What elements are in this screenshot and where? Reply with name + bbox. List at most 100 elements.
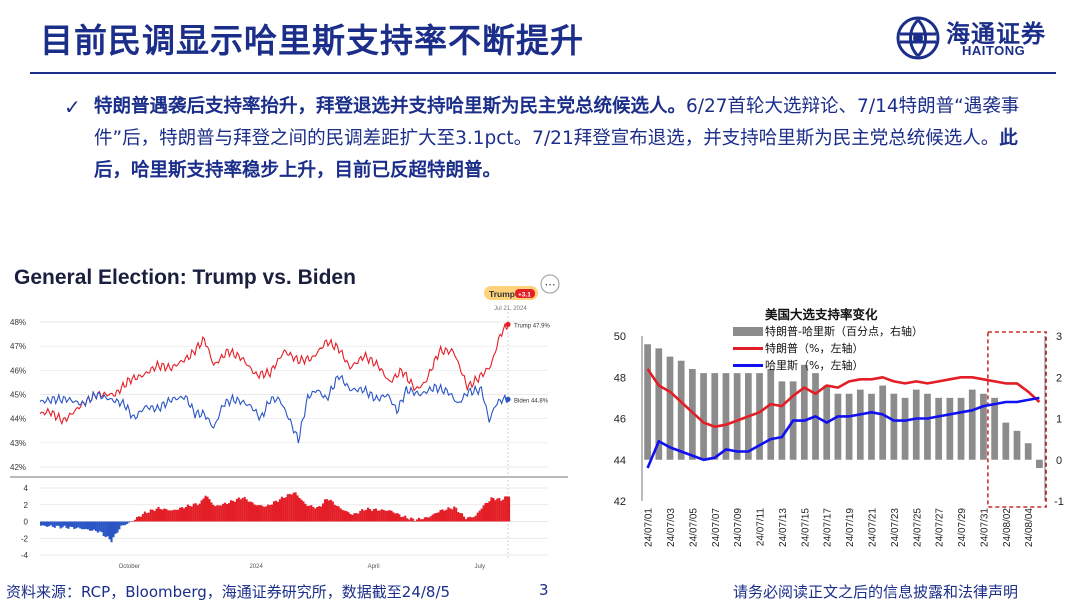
spread-bar <box>271 504 274 522</box>
legend-label: 特朗普（%，左轴） <box>765 341 863 355</box>
spread-bar <box>67 521 70 529</box>
spread-bar <box>77 521 80 528</box>
spread-bar <box>480 508 483 522</box>
spread-bar <box>204 495 207 522</box>
spread-y-tick-label: -2 <box>21 534 29 543</box>
legend-label: 特朗普-哈里斯（百分点，右轴） <box>765 324 923 338</box>
spread-bar <box>253 504 256 522</box>
spread-bar <box>98 521 101 532</box>
right-y-tick-label: 0 <box>1056 455 1062 467</box>
spread-bar <box>157 506 160 522</box>
spread-y-tick-label: -4 <box>21 551 29 560</box>
y-tick-label: 46% <box>10 366 26 375</box>
spread-bar <box>500 500 503 522</box>
spread-bar <box>139 516 142 522</box>
spread-bar <box>106 521 109 537</box>
x-tick-label: 24/07/05 <box>688 508 699 547</box>
biden-end-marker <box>505 396 511 402</box>
spread-bar <box>96 521 99 533</box>
more-options-icon: ⋯ <box>545 278 556 291</box>
checkmark-icon: ✓ <box>64 95 81 119</box>
spread-bar <box>128 521 131 523</box>
x-tick-label: 24/07/23 <box>890 508 901 547</box>
x-tick-label: 24/07/03 <box>666 508 677 547</box>
spread-bar <box>482 505 485 522</box>
spread-bar <box>504 496 507 522</box>
spread-bar <box>449 508 452 522</box>
tooltip-date: Jul 21, 2024 <box>494 306 527 312</box>
highlight-box <box>987 331 1047 508</box>
spread-bar <box>294 492 297 522</box>
spread-bar <box>194 503 197 522</box>
tooltip-name: Trump <box>489 289 515 299</box>
right-chart-axes: 50 48 46 44 42 3 2 1 0 -1 24/07/01 24/07/03 24/07/05… <box>614 331 1064 547</box>
spread-bar <box>118 521 121 530</box>
spread-bar <box>722 373 730 460</box>
spread-bar <box>198 503 201 522</box>
spread-bar <box>261 505 264 522</box>
spread-bar <box>237 497 240 522</box>
spread-y-tick-label: 4 <box>24 484 29 493</box>
spread-bar <box>345 511 348 522</box>
spread-bar <box>196 505 199 522</box>
spread-bar <box>396 513 399 522</box>
x-tick-label: 24/07/13 <box>778 508 789 547</box>
spread-bar <box>468 516 471 522</box>
spread-bar <box>476 512 479 522</box>
spread-bar <box>343 510 346 522</box>
spread-bar <box>51 521 54 527</box>
left-chart-title: General Election: Trump vs. Biden <box>14 266 356 289</box>
spread-bar <box>378 510 381 522</box>
spread-bar <box>890 393 898 460</box>
right-y-tick-label: 1 <box>1056 414 1062 426</box>
spread-bar <box>868 393 875 460</box>
spread-bar <box>267 504 270 522</box>
spread-bar <box>461 513 464 522</box>
spread-bar <box>308 505 311 522</box>
spread-bar <box>392 512 395 522</box>
spread-y-tick-label: 2 <box>24 501 29 510</box>
series-line-1 <box>646 368 1041 428</box>
bullet-conclusion: 此后，哈里斯支持率稳步上升，目前已反超特朗普。 <box>94 128 1018 181</box>
spread-bar <box>310 505 313 522</box>
spread-bar <box>251 502 254 522</box>
spread-bar <box>856 389 864 460</box>
spread-bar <box>61 521 64 528</box>
y-tick-label: 45% <box>10 391 26 400</box>
more-options-button[interactable]: ⋯ <box>540 274 560 294</box>
spread-bar <box>1002 422 1010 460</box>
x-tick-label: 24/07/25 <box>912 508 923 547</box>
spread-bar <box>220 505 223 522</box>
y-tick-label: 48% <box>10 318 26 327</box>
spread-bar <box>43 521 47 526</box>
spread-bar <box>247 501 250 522</box>
spread-bar <box>265 506 268 522</box>
spread-bar <box>278 499 281 522</box>
biden-line <box>39 374 509 444</box>
spread-bar <box>200 500 203 522</box>
spread-bar <box>474 515 477 522</box>
right-chart-legend: 特朗普-哈里斯（百分点，右轴） 特朗普（%，左轴） 哈里斯（%，左轴） <box>733 324 923 372</box>
spread-bar <box>175 509 178 522</box>
spread-bar <box>296 495 299 522</box>
spread-bar <box>486 502 489 522</box>
spread-bar <box>45 521 48 527</box>
spread-bar <box>443 510 446 522</box>
spread-bar <box>367 507 370 522</box>
spread-bar <box>464 519 468 522</box>
spread-bar <box>124 521 127 526</box>
spread-bar <box>408 519 411 522</box>
spread-bar <box>431 514 434 522</box>
spread-bar <box>79 521 82 529</box>
right-y-tick-label: -1 <box>1054 496 1064 508</box>
spread-bar <box>59 521 62 529</box>
spread-bar <box>453 506 456 522</box>
spread-bar <box>488 501 491 522</box>
page-number: 3 <box>539 581 549 599</box>
spread-bar <box>226 503 229 522</box>
spread-bar <box>276 501 280 522</box>
y-tick-label: 47% <box>10 342 26 351</box>
spread-bar <box>498 497 501 522</box>
spread-bar <box>361 509 364 522</box>
spread-bar <box>86 521 90 530</box>
